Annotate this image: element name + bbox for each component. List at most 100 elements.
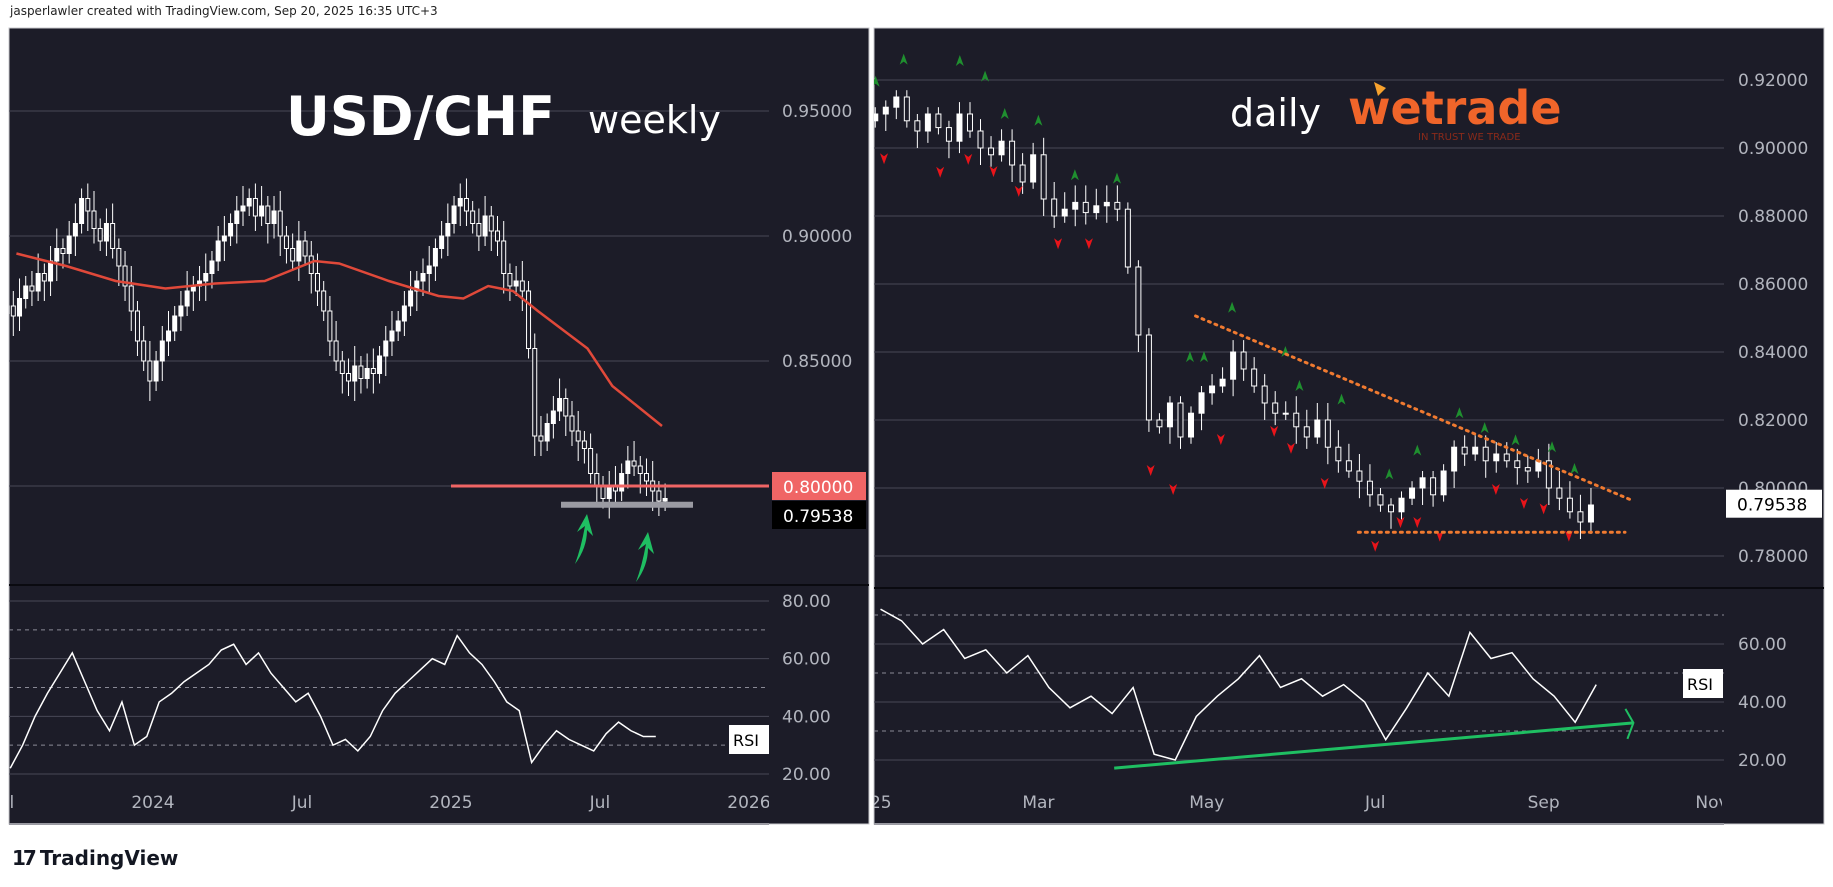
- candle-body: [631, 460, 637, 467]
- candle-body: [29, 285, 35, 292]
- green-up-arrow-icon: [575, 514, 593, 564]
- fractal-up-icon: [1295, 380, 1304, 391]
- candle-body: [352, 365, 358, 382]
- candle-body: [482, 215, 488, 237]
- rsi-label-badge: [1683, 669, 1723, 698]
- candle-body: [956, 113, 963, 142]
- candle-body: [1356, 470, 1363, 482]
- candle-body: [935, 113, 942, 129]
- candle-body: [1114, 201, 1121, 210]
- rsi-line: [9, 634, 656, 769]
- candle-body: [271, 210, 277, 224]
- fractal-up-icon: [899, 53, 908, 65]
- candle-body: [1051, 198, 1058, 217]
- candle-body: [1377, 494, 1384, 506]
- candle-body: [1230, 351, 1237, 380]
- candle-body: [1272, 402, 1279, 414]
- candle-body: [1461, 446, 1468, 455]
- candle-body: [1451, 446, 1458, 472]
- candle-body: [1366, 480, 1373, 496]
- fractal-up-icon: [1413, 444, 1422, 456]
- candle-body: [656, 490, 662, 502]
- candle-body: [389, 330, 395, 342]
- candle-body: [625, 460, 631, 474]
- candle-body: [383, 340, 389, 357]
- fractal-down-icon: [1539, 503, 1548, 515]
- candle-body: [141, 340, 147, 362]
- fractal-up-icon: [981, 70, 990, 82]
- candle-body: [519, 280, 525, 292]
- candle-body: [103, 223, 109, 242]
- candle-body: [1387, 504, 1394, 513]
- candle-body: [1524, 467, 1531, 472]
- candle-body: [122, 265, 128, 287]
- rsi-axis-label: 60.00: [1738, 635, 1787, 655]
- arrowhead-icon: [1624, 708, 1635, 740]
- candle-body: [1409, 487, 1416, 499]
- candle-body: [637, 465, 643, 474]
- candle-body: [600, 485, 606, 499]
- candle-body: [215, 240, 221, 262]
- candle-body: [327, 310, 333, 342]
- candle-body: [401, 305, 407, 322]
- fractal-down-icon: [1146, 464, 1155, 476]
- candle-body: [1566, 497, 1573, 513]
- candle-body: [882, 106, 889, 115]
- candle-body: [1345, 460, 1352, 472]
- candle-body: [85, 198, 91, 212]
- candle-body: [228, 223, 234, 237]
- fractal-up-icon: [1034, 114, 1043, 126]
- candle-body: [408, 290, 414, 307]
- candle-body: [184, 290, 190, 307]
- candle-body: [581, 440, 587, 449]
- fractal-down-icon: [1320, 477, 1329, 489]
- candle-body: [1514, 460, 1521, 469]
- time-axis-label: Nov: [1695, 793, 1728, 813]
- rsi-divergence-line[interactable]: [1114, 721, 1634, 770]
- fractal-up-icon: [1337, 393, 1346, 405]
- candle-body: [308, 255, 314, 274]
- fractal-down-icon: [989, 166, 998, 178]
- candle-body: [66, 235, 72, 254]
- candle-body: [451, 205, 457, 224]
- candle-body: [1440, 470, 1447, 496]
- fractal-down-icon: [964, 153, 973, 165]
- rsi-line: [880, 608, 1597, 761]
- candle-body: [557, 398, 563, 412]
- candle-body: [209, 260, 215, 274]
- attribution-text: jasperlawler created with TradingView.co…: [10, 4, 438, 18]
- trendline[interactable]: [1194, 314, 1635, 503]
- candle-body: [1587, 504, 1594, 523]
- candle-body: [1040, 154, 1047, 200]
- green-up-arrow-icon: [636, 532, 654, 582]
- support-zone: [561, 501, 693, 508]
- time-axis-label: Mar: [1022, 793, 1054, 813]
- candle-body: [893, 96, 900, 108]
- candle-body: [432, 248, 438, 267]
- fractal-down-icon: [936, 166, 945, 178]
- price-axis-label: 0.86000: [1738, 275, 1808, 295]
- candle-body: [526, 290, 532, 349]
- candle-body: [1145, 334, 1152, 421]
- last-price-label: 0.79538: [1737, 496, 1807, 516]
- candle-body: [1124, 208, 1131, 268]
- candle-body: [439, 235, 445, 249]
- candle-body: [966, 113, 973, 132]
- candle-body: [606, 485, 612, 499]
- fractal-up-icon: [1480, 422, 1489, 434]
- fractal-up-icon: [1385, 468, 1394, 480]
- candle-body: [501, 240, 507, 274]
- candle-body: [165, 330, 171, 342]
- price-axis-label: 0.85000: [782, 352, 852, 372]
- candle-body: [370, 368, 376, 374]
- candle-body: [513, 280, 519, 287]
- candle-body: [532, 348, 538, 437]
- candle-body: [1303, 426, 1310, 438]
- fractal-up-icon: [1070, 169, 1079, 181]
- tradingview-logo[interactable]: 17 TradingView: [12, 846, 178, 870]
- candle-body: [988, 147, 995, 156]
- candle-body: [945, 127, 952, 142]
- brand-tagline: IN TRUST WE TRADE: [1418, 132, 1521, 143]
- fractal-up-icon: [1570, 462, 1579, 474]
